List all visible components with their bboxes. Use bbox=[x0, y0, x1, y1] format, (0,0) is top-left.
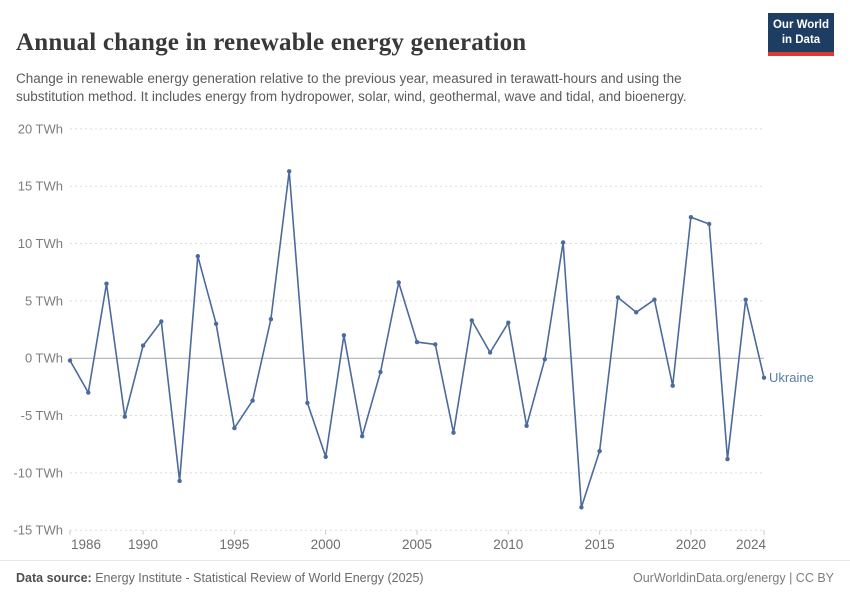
data-point[interactable] bbox=[305, 400, 310, 406]
x-tick-label: 1990 bbox=[128, 537, 158, 552]
y-tick-label: 5 TWh bbox=[25, 293, 63, 308]
data-point[interactable] bbox=[725, 456, 730, 462]
data-point[interactable] bbox=[451, 430, 456, 435]
y-tick-label: -10 TWh bbox=[13, 465, 63, 480]
data-point[interactable] bbox=[487, 350, 493, 355]
data-point[interactable] bbox=[761, 375, 767, 380]
data-source-line: Data source: Energy Institute - Statisti… bbox=[16, 571, 424, 585]
entity-label[interactable]: Ukraine bbox=[769, 370, 814, 385]
data-point[interactable] bbox=[287, 169, 292, 174]
data-point[interactable] bbox=[104, 281, 109, 286]
data-point[interactable] bbox=[140, 343, 146, 348]
y-tick-label: 20 TWh bbox=[18, 121, 63, 136]
data-point[interactable] bbox=[670, 383, 675, 388]
data-point[interactable] bbox=[743, 297, 748, 302]
data-point[interactable] bbox=[177, 478, 182, 484]
series-line[interactable] bbox=[69, 170, 765, 509]
data-point[interactable] bbox=[652, 297, 657, 302]
data-point[interactable] bbox=[341, 333, 347, 338]
data-point[interactable] bbox=[323, 454, 328, 459]
x-tick-label: 2024 bbox=[736, 537, 767, 552]
data-point[interactable] bbox=[268, 317, 274, 322]
owid-logo-line2: in Data bbox=[781, 33, 821, 46]
data-point[interactable] bbox=[122, 414, 128, 419]
data-point[interactable] bbox=[232, 425, 237, 431]
x-tick-label: 1995 bbox=[219, 537, 249, 552]
y-tick-label: 0 TWh bbox=[25, 351, 63, 366]
x-tick-label: 1986 bbox=[71, 537, 101, 552]
footer-license-link[interactable]: OurWorldinData.org/energy | CC BY bbox=[632, 571, 834, 585]
data-point[interactable] bbox=[542, 357, 547, 362]
chart-subtitle: Change in renewable energy generation re… bbox=[16, 70, 687, 105]
owid-logo-line1: Our World bbox=[772, 19, 829, 31]
data-point[interactable] bbox=[597, 448, 602, 454]
x-tick-label: 2020 bbox=[676, 537, 706, 552]
data-point[interactable] bbox=[414, 339, 420, 345]
data-source-label: Data source: bbox=[16, 571, 92, 585]
data-point[interactable] bbox=[213, 321, 219, 326]
footer: Data source: Energy Institute - Statisti… bbox=[0, 560, 850, 600]
x-tick-label: 2015 bbox=[585, 537, 615, 552]
data-point[interactable] bbox=[360, 434, 365, 439]
y-tick-label: 10 TWh bbox=[18, 236, 63, 251]
owid-logo-red-bar bbox=[768, 51, 834, 56]
data-point[interactable] bbox=[378, 369, 383, 375]
x-tick-label: 2005 bbox=[402, 537, 432, 552]
data-point[interactable] bbox=[506, 320, 511, 325]
data-point[interactable] bbox=[688, 215, 694, 220]
y-tick-label: -15 TWh bbox=[13, 523, 63, 538]
data-point[interactable] bbox=[707, 221, 712, 227]
data-point[interactable] bbox=[469, 318, 474, 323]
y-tick-label: -5 TWh bbox=[21, 408, 63, 423]
data-point[interactable] bbox=[524, 423, 529, 428]
data-point[interactable] bbox=[433, 342, 438, 347]
data-point[interactable] bbox=[396, 280, 401, 285]
data-point[interactable] bbox=[195, 254, 200, 259]
data-point[interactable] bbox=[86, 390, 91, 395]
x-tick-label: 2010 bbox=[493, 537, 523, 552]
data-point[interactable] bbox=[634, 310, 639, 315]
data-point[interactable] bbox=[67, 358, 73, 363]
data-point[interactable] bbox=[560, 240, 566, 245]
owid-logo[interactable]: Our World in Data bbox=[768, 13, 834, 56]
data-source-text: Energy Institute - Statistical Review of… bbox=[91, 571, 424, 585]
chart-title: Annual change in renewable energy genera… bbox=[16, 28, 527, 56]
data-point[interactable] bbox=[250, 398, 255, 403]
data-point[interactable] bbox=[579, 505, 584, 510]
y-tick-label: 15 TWh bbox=[18, 179, 63, 194]
owid-logo-text: Our World in Data bbox=[768, 13, 834, 52]
data-point[interactable] bbox=[615, 295, 621, 300]
data-point[interactable] bbox=[159, 319, 164, 324]
x-tick-label: 2000 bbox=[311, 537, 341, 552]
